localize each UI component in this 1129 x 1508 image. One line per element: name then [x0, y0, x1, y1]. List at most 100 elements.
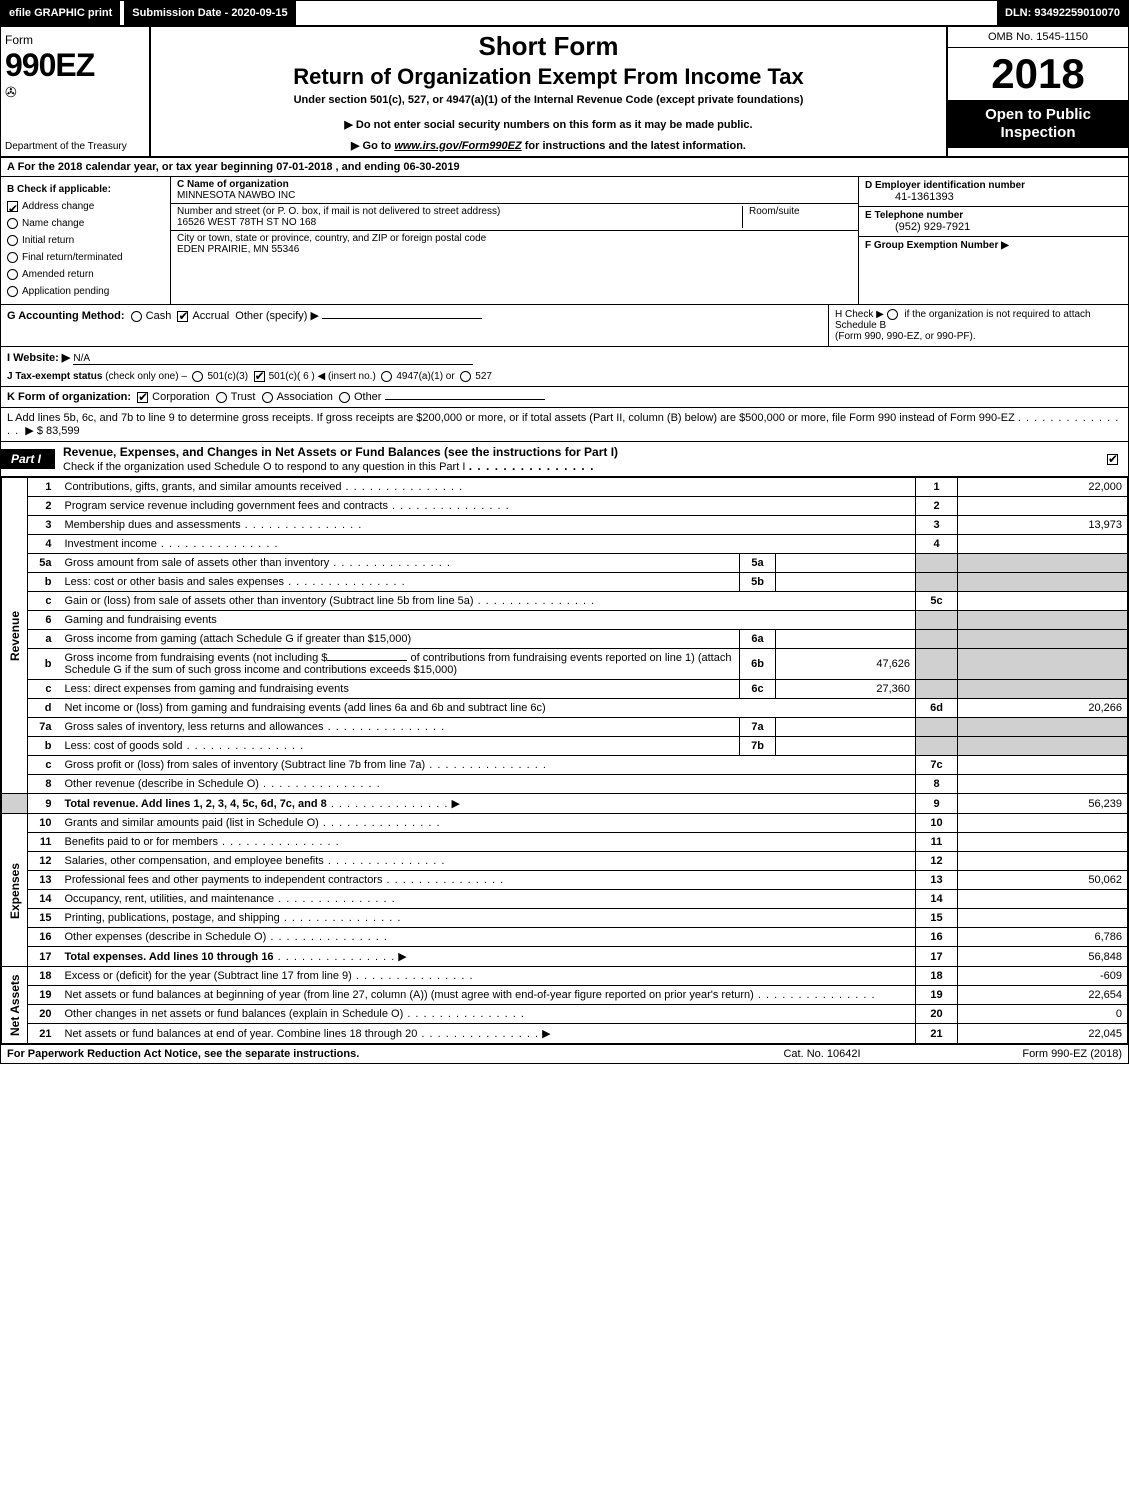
chk-initial-return[interactable]: Initial return: [7, 232, 164, 249]
j-501c: 501(c)( 6 ) ◀ (insert no.): [269, 371, 376, 382]
ln: 21: [28, 1024, 60, 1044]
radio-icon[interactable]: [192, 371, 203, 382]
radio-icon[interactable]: [131, 311, 142, 322]
row-5a: 5a Gross amount from sale of assets othe…: [2, 554, 1128, 573]
website-value: N/A: [73, 353, 473, 365]
row-17: 17 Total expenses. Add lines 10 through …: [2, 947, 1128, 967]
numcol: 6d: [916, 699, 958, 718]
numcol: 15: [916, 909, 958, 928]
part-1-check-text: Check if the organization used Schedule …: [63, 461, 465, 473]
chk-amended-return[interactable]: Amended return: [7, 266, 164, 283]
j-527: 527: [475, 371, 492, 382]
val: 6,786: [958, 928, 1128, 947]
header-center: Short Form Return of Organization Exempt…: [151, 27, 948, 156]
ln: 19: [28, 986, 60, 1005]
checkbox-icon[interactable]: [177, 311, 188, 322]
row-2: 2 Program service revenue including gove…: [2, 497, 1128, 516]
numcol: 14: [916, 890, 958, 909]
g-other: Other (specify) ▶: [235, 310, 319, 322]
numcol: 20: [916, 1005, 958, 1024]
checkbox-icon[interactable]: [137, 392, 148, 403]
ln: c: [28, 756, 60, 775]
header-left: Form 990EZ ✇ Department of the Treasury: [1, 27, 151, 156]
phone-value: (952) 929-7921: [865, 221, 1122, 233]
ln: 6: [28, 611, 60, 630]
header-sub: Under section 501(c), 527, or 4947(a)(1)…: [159, 94, 938, 106]
shade: [2, 794, 28, 814]
return-title: Return of Organization Exempt From Incom…: [159, 64, 938, 90]
col-b-checkboxes: B Check if applicable: Address change Na…: [1, 177, 171, 304]
netassets-side-label: Net Assets: [2, 967, 28, 1044]
j-4947: 4947(a)(1) or: [396, 371, 454, 382]
val: 22,045: [958, 1024, 1128, 1044]
radio-icon[interactable]: [216, 392, 227, 403]
row-7c: c Gross profit or (loss) from sales of i…: [2, 756, 1128, 775]
row-6c: c Less: direct expenses from gaming and …: [2, 680, 1128, 699]
row-5b: b Less: cost or other basis and sales ex…: [2, 573, 1128, 592]
k-other-blank[interactable]: [385, 399, 545, 400]
radio-icon[interactable]: [262, 392, 273, 403]
part-1-title-text: Revenue, Expenses, and Changes in Net As…: [63, 445, 618, 459]
chk-final-return[interactable]: Final return/terminated: [7, 249, 164, 266]
val: [958, 775, 1128, 794]
h-pre: H Check ▶: [835, 309, 884, 320]
numcol: 7c: [916, 756, 958, 775]
row-5c: c Gain or (loss) from sale of assets oth…: [2, 592, 1128, 611]
radio-icon[interactable]: [460, 371, 471, 382]
k-other: Other: [354, 391, 382, 403]
efile-print: efile GRAPHIC print: [1, 1, 120, 25]
shade: [958, 737, 1128, 756]
ln: 20: [28, 1005, 60, 1024]
desc: Net income or (loss) from gaming and fun…: [60, 699, 916, 718]
numcol: 13: [916, 871, 958, 890]
subval: 27,360: [776, 680, 916, 699]
desc: Excess or (deficit) for the year (Subtra…: [60, 967, 916, 986]
chk-application-pending[interactable]: Application pending: [7, 283, 164, 300]
d-ein: D Employer identification number 41-1361…: [859, 177, 1128, 207]
checkbox-icon[interactable]: [254, 371, 265, 382]
row-13: 13 Professional fees and other payments …: [2, 871, 1128, 890]
c-city-label: City or town, state or province, country…: [177, 233, 486, 244]
shade: [916, 737, 958, 756]
numcol: 3: [916, 516, 958, 535]
part-1-header: Part I Revenue, Expenses, and Changes in…: [1, 441, 1128, 477]
desc: Benefits paid to or for members: [60, 833, 916, 852]
radio-icon: [7, 218, 18, 229]
radio-icon: [7, 252, 18, 263]
ln: 4: [28, 535, 60, 554]
val: [958, 756, 1128, 775]
org-city: EDEN PRAIRIE, MN 55346: [177, 244, 299, 255]
radio-icon[interactable]: [887, 309, 898, 320]
g-other-blank[interactable]: [322, 318, 482, 319]
row-20: 20 Other changes in net assets or fund b…: [2, 1005, 1128, 1024]
col-def: D Employer identification number 41-1361…: [858, 177, 1128, 304]
l-gross-receipts: L Add lines 5b, 6c, and 7b to line 9 to …: [1, 407, 1128, 441]
numcol: 11: [916, 833, 958, 852]
ln: c: [28, 680, 60, 699]
ln: 13: [28, 871, 60, 890]
omb-number: OMB No. 1545-1150: [948, 27, 1128, 48]
radio-icon[interactable]: [339, 392, 350, 403]
ln: 16: [28, 928, 60, 947]
i-website: I Website: ▶ N/A: [1, 346, 1128, 369]
shade: [958, 718, 1128, 737]
ln: 1: [28, 478, 60, 497]
org-name-row: C Name of organization MINNESOTA NAWBO I…: [171, 177, 858, 204]
ln: a: [28, 630, 60, 649]
row-10: Expenses 10 Grants and similar amounts p…: [2, 814, 1128, 833]
row-18: Net Assets 18 Excess or (deficit) for th…: [2, 967, 1128, 986]
part-1-checkbox[interactable]: [1107, 453, 1128, 465]
shade: [916, 573, 958, 592]
chk-name-change[interactable]: Name change: [7, 215, 164, 232]
subval: 47,626: [776, 649, 916, 680]
ln: 8: [28, 775, 60, 794]
chk-address-change[interactable]: Address change: [7, 198, 164, 215]
row-4: 4 Investment income 4: [2, 535, 1128, 554]
radio-icon[interactable]: [381, 371, 392, 382]
val: [958, 535, 1128, 554]
desc: Salaries, other compensation, and employ…: [60, 852, 916, 871]
val: [958, 909, 1128, 928]
desc: Gross amount from sale of assets other t…: [60, 554, 740, 573]
irs-link[interactable]: www.irs.gov/Form990EZ: [394, 140, 521, 152]
numcol: 12: [916, 852, 958, 871]
